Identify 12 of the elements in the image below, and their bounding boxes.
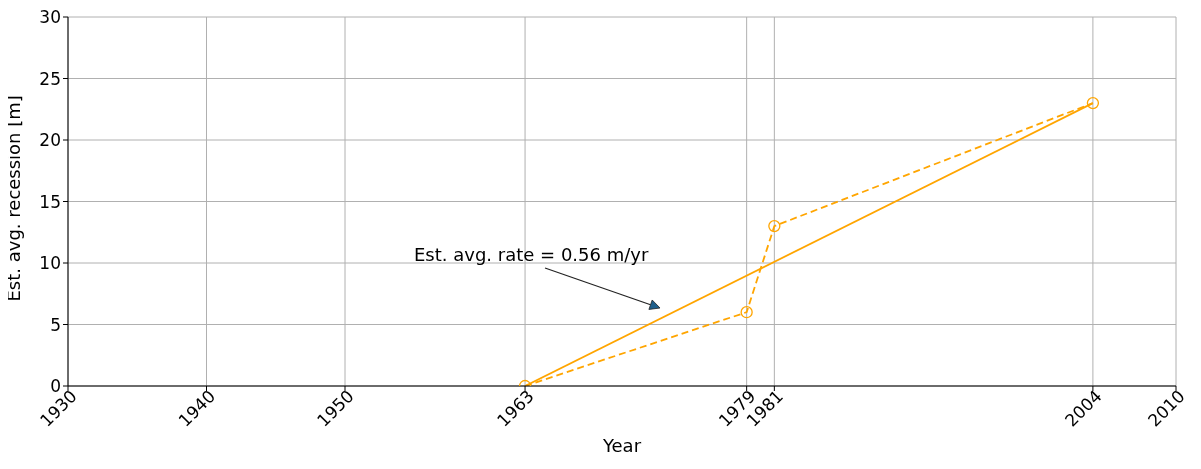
x-axis-title: Year xyxy=(601,435,642,456)
y-tick-label: 0 xyxy=(50,376,61,397)
y-tick-label: 20 xyxy=(39,130,61,151)
point xyxy=(1086,96,1100,110)
y-tick-label: 25 xyxy=(39,68,61,89)
y-tick-label: 15 xyxy=(39,191,61,212)
point xyxy=(740,306,753,319)
y-tick-label: 30 xyxy=(39,7,61,28)
y-tick-label: 5 xyxy=(50,314,61,335)
annotation: Est. avg. rate = 0.56 m/yr xyxy=(414,244,649,265)
point xyxy=(768,219,781,233)
y-tick-label: 10 xyxy=(39,253,61,274)
